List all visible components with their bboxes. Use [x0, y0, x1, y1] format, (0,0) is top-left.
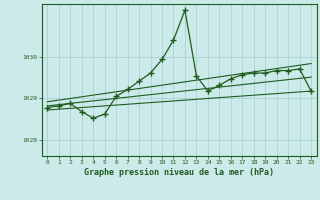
X-axis label: Graphe pression niveau de la mer (hPa): Graphe pression niveau de la mer (hPa): [84, 168, 274, 177]
